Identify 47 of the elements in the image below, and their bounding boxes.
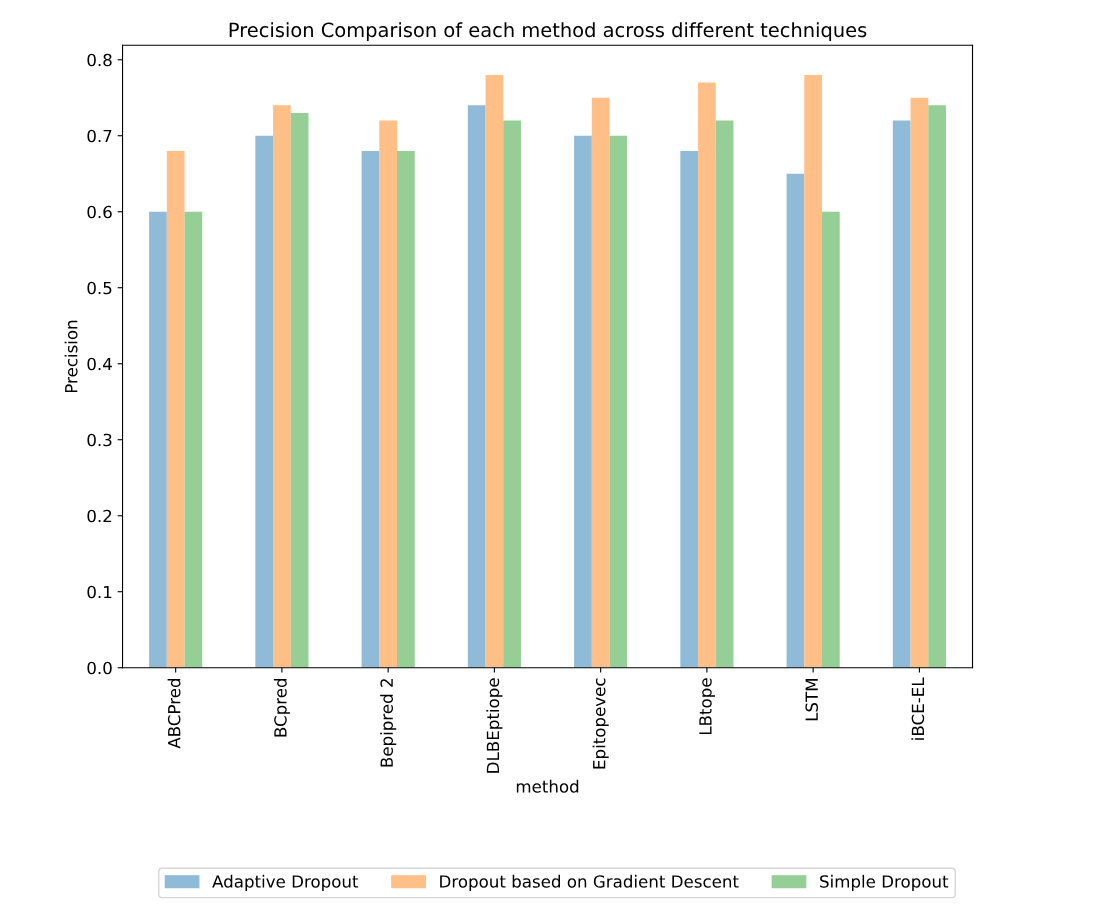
- x-tick-label: Epitopevec: [592, 678, 609, 769]
- legend-label: Simple Dropout: [820, 874, 949, 891]
- y-tick-label: 0.5: [87, 281, 112, 295]
- bar: [397, 150, 415, 668]
- x-tick-label: DLBEptiope: [486, 678, 503, 773]
- bar: [804, 74, 822, 668]
- bar: [290, 112, 309, 668]
- y-tick-label: 0.7: [87, 129, 112, 143]
- x-tick-label: ABCPred: [167, 678, 181, 749]
- bar: [485, 74, 504, 668]
- bar: [892, 120, 911, 668]
- bar: [467, 105, 486, 668]
- bar: [184, 211, 203, 668]
- bar: [910, 97, 929, 668]
- y-axis-title: Precision: [64, 320, 78, 393]
- bar: [715, 120, 734, 668]
- legend-label: Adaptive Dropout: [212, 874, 359, 891]
- bar: [255, 135, 274, 668]
- legend-label: Dropout based on Gradient Descent: [440, 874, 739, 891]
- x-tick-label: Bepipred 2: [380, 679, 397, 767]
- bar: [379, 120, 398, 668]
- y-tick-label: 0.2: [87, 509, 112, 523]
- bar: [361, 150, 380, 668]
- y-tick-label: 0.4: [87, 357, 112, 371]
- bar: [698, 82, 716, 668]
- bar: [273, 105, 291, 668]
- bar: [503, 120, 521, 668]
- bar: [822, 211, 840, 668]
- x-tick-label: BCpred: [273, 678, 290, 737]
- x-tick-label: LSTM: [805, 679, 818, 721]
- bar: [609, 135, 628, 668]
- x-tick-label: iBCE-EL: [911, 677, 925, 740]
- y-tick-label: 0.8: [87, 53, 112, 67]
- bar: [591, 97, 610, 668]
- bar: [149, 211, 167, 668]
- y-tick-label: 0.6: [87, 205, 112, 219]
- bar: [574, 135, 592, 668]
- bar: [786, 173, 805, 668]
- x-axis-title: method: [516, 779, 579, 793]
- bar: [166, 150, 185, 668]
- bar: [928, 105, 946, 668]
- y-tick-label: 0.1: [87, 585, 112, 599]
- chart-title: Precision Comparison of each method across different techniques: [229, 22, 867, 42]
- x-tick-label: LBtope: [699, 678, 715, 735]
- bar: [680, 150, 699, 668]
- y-tick-label: 0.0: [87, 661, 112, 675]
- y-tick-label: 0.3: [87, 433, 112, 447]
